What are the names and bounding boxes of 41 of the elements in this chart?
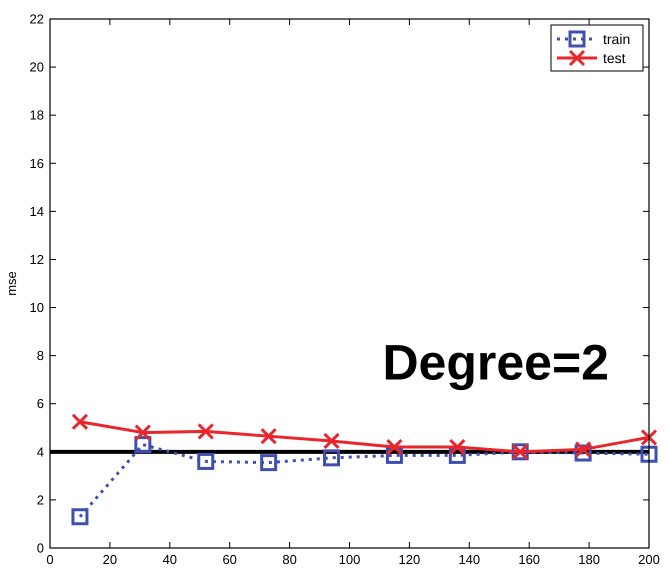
y-tick-label: 10 — [30, 300, 44, 316]
point — [574, 440, 592, 458]
point — [260, 454, 278, 472]
y-axis-title: mse — [4, 271, 19, 296]
legend-label: train — [603, 31, 630, 47]
point — [640, 446, 658, 463]
x-tick-label: 100 — [338, 552, 360, 567]
x-tick-label: 60 — [222, 552, 237, 567]
point — [448, 438, 466, 456]
y-tick-label: 12 — [30, 252, 44, 267]
point — [260, 428, 278, 445]
y-tick-label: 22 — [30, 12, 44, 26]
x-tick-label: 200 — [638, 552, 660, 567]
point — [71, 508, 88, 526]
y-tick-label: 16 — [30, 156, 44, 171]
x-tick-label: 0 — [46, 552, 54, 567]
point — [323, 449, 340, 466]
y-tick-label: 18 — [30, 108, 44, 123]
x-tick-label: 160 — [518, 552, 540, 567]
point — [197, 452, 214, 470]
x-tick-label: 180 — [578, 552, 600, 567]
x-tick-label: 40 — [162, 552, 178, 567]
y-tick-label: 0 — [36, 540, 44, 556]
x-tick-label: 20 — [102, 552, 118, 567]
y-tick-label: 4 — [36, 444, 44, 460]
point — [386, 438, 403, 456]
annotation: Degree=2 — [382, 334, 609, 391]
x-tick-label: 80 — [282, 552, 297, 567]
legend-label: test — [603, 50, 626, 66]
point — [134, 424, 152, 442]
point — [71, 413, 88, 430]
x-tick-label: 140 — [458, 552, 480, 567]
point — [323, 432, 340, 450]
y-tick-label: 8 — [36, 348, 44, 364]
point — [640, 428, 658, 446]
y-tick-label: 2 — [36, 492, 44, 508]
y-tick-label: 14 — [30, 204, 44, 219]
point — [197, 422, 214, 440]
y-tick-label: 20 — [30, 60, 44, 75]
y-tick-label: 6 — [36, 396, 44, 412]
x-tick-label: 120 — [398, 552, 420, 567]
